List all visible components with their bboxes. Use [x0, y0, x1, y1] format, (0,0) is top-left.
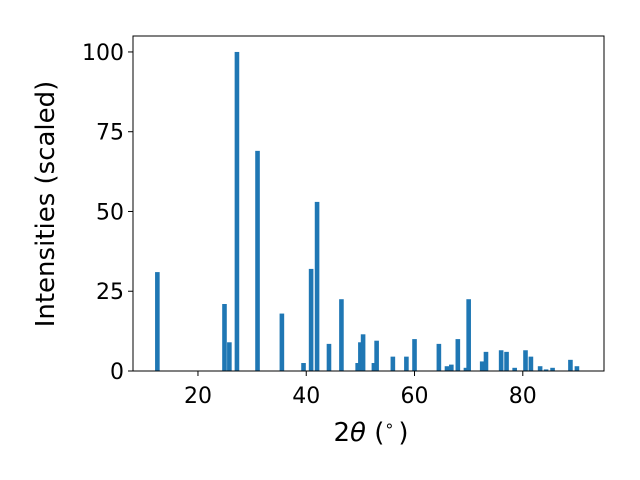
- bar: [374, 340, 379, 371]
- bar: [436, 343, 442, 371]
- x-tick-label: 20: [184, 384, 212, 409]
- bar: [339, 299, 344, 371]
- bar: [504, 351, 509, 371]
- bar: [512, 367, 517, 371]
- y-tick-label: 75: [96, 121, 124, 146]
- bar: [543, 369, 549, 371]
- bar: [326, 343, 332, 371]
- bar: [358, 342, 363, 371]
- bar: [528, 356, 534, 371]
- bar: [314, 201, 320, 371]
- y-axis-label: Intensities (scaled): [31, 81, 61, 328]
- bar: [455, 339, 461, 371]
- y-tick-label: 0: [110, 360, 124, 385]
- x-tick-label: 40: [292, 384, 320, 409]
- bar: [255, 150, 260, 371]
- y-tick-label: 50: [96, 200, 124, 225]
- bar: [523, 350, 528, 371]
- bars-group: [155, 51, 580, 371]
- bar: [568, 359, 573, 371]
- bar: [308, 268, 314, 371]
- x-ticks-group: 20 40 60 80: [184, 371, 537, 409]
- bar: [498, 350, 504, 371]
- x-tick-label: 80: [509, 384, 537, 409]
- bar: [234, 51, 240, 371]
- x-tick-label: 60: [401, 384, 429, 409]
- x-axis-label: 2θ (∘): [333, 416, 408, 448]
- bar: [479, 361, 485, 371]
- bar: [390, 356, 396, 371]
- plot-frame: [132, 35, 605, 372]
- bar: [449, 364, 454, 371]
- bar: [279, 313, 285, 371]
- bar: [371, 363, 377, 371]
- bar: [155, 272, 160, 371]
- bar: [227, 342, 232, 371]
- y-tick-label: 100: [82, 41, 124, 66]
- bar: [404, 356, 409, 371]
- y-tick-label: 25: [96, 280, 124, 305]
- bar: [574, 366, 580, 371]
- y-ticks-group: 0 25 50 75 100: [82, 41, 133, 385]
- bar: [444, 366, 450, 371]
- bar: [301, 363, 306, 371]
- bar: [222, 304, 227, 371]
- bar: [463, 367, 469, 371]
- bar: [355, 363, 360, 371]
- bar: [466, 299, 471, 371]
- bar: [537, 366, 543, 371]
- bar: [412, 339, 417, 371]
- bar: [483, 351, 489, 371]
- bar: [550, 367, 555, 371]
- bar: [360, 334, 366, 371]
